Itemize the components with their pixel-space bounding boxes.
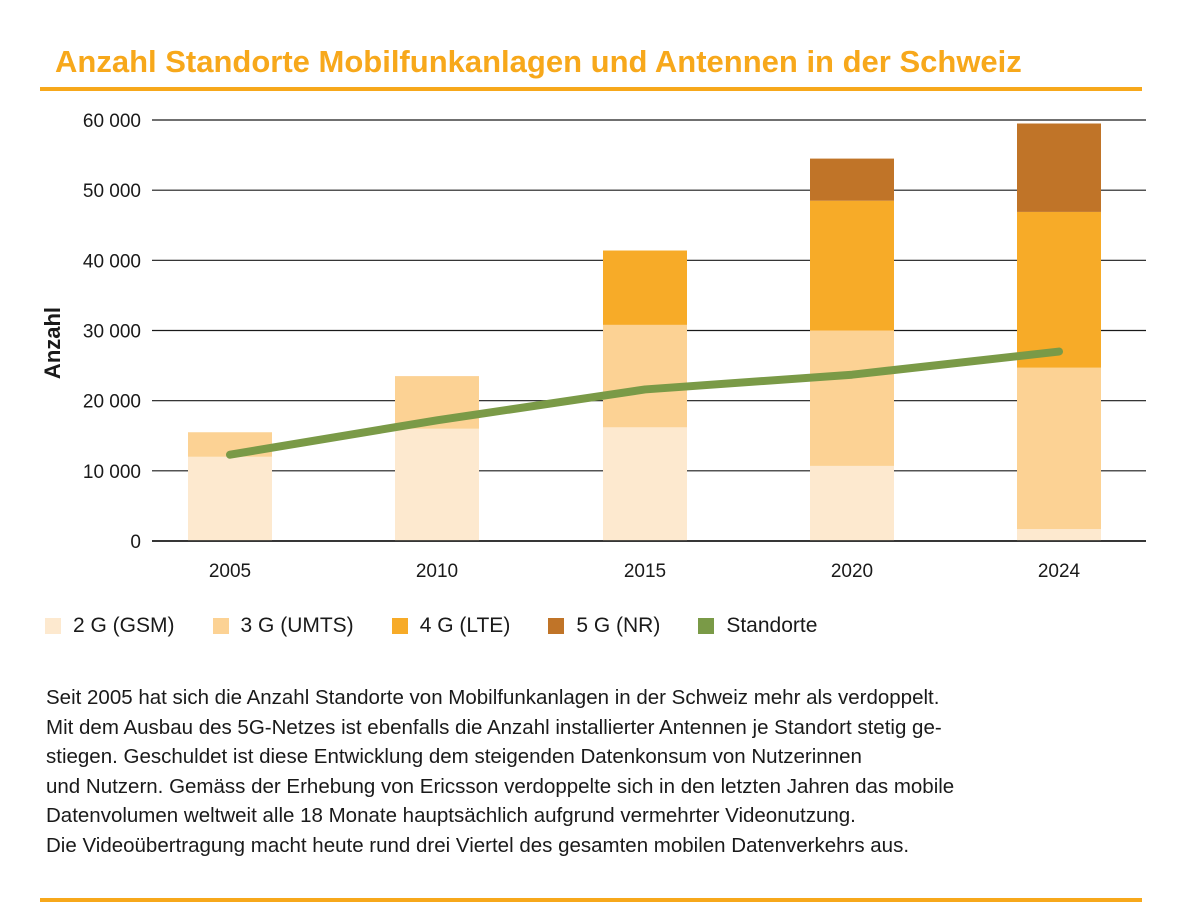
description-line: Die Videoübertragung macht heute rund dr… (46, 833, 910, 857)
y-tick-label: 10 000 (83, 462, 141, 483)
description-text: Seit 2005 hat sich die Anzahl Standorte … (46, 683, 1156, 860)
bar-segment (810, 200, 894, 331)
title-divider (40, 87, 1142, 91)
legend-swatch-gsm (45, 618, 61, 634)
bar-segment (810, 158, 894, 201)
x-tick-label: 2005 (209, 561, 251, 582)
description-line: Datenvolumen weltweit alle 18 Monate hau… (46, 804, 856, 827)
bar-segment (603, 427, 687, 541)
y-tick-label: 60 000 (83, 111, 141, 132)
bar-segment (1017, 123, 1101, 212)
description-line: Seit 2005 hat sich die Anzahl Standorte … (46, 686, 940, 709)
legend-item-umts: 3 G (UMTS) (212, 614, 354, 638)
description-line: stiegen. Geschuldet ist diese Entwicklun… (46, 745, 862, 768)
legend-item-nr: 5 G (NR) (548, 614, 660, 638)
bar-segment (810, 330, 894, 466)
chart-title: Anzahl Standorte Mobilfunkanlagen und An… (55, 44, 1022, 79)
legend-label-standorte: Standorte (726, 614, 818, 637)
legend-label-nr: 5 G (NR) (576, 614, 661, 637)
footer-divider (40, 898, 1142, 902)
x-tick-label: 2010 (416, 561, 458, 582)
stacked-bar-chart: 0 10 000 20 000 30 000 40 000 50 000 60 000 Anz… (40, 111, 1146, 582)
chart-legend: 2 G (GSM) 3 G (UMTS) 4 G (LTE) 5 G (NR) … (45, 614, 855, 638)
legend-swatch-nr (548, 618, 565, 634)
legend-label-umts: 3 G (UMTS) (240, 614, 354, 637)
y-tick-label: 50 000 (83, 181, 141, 202)
legend-swatch-lte (391, 618, 408, 634)
x-tick-label: 2015 (624, 561, 666, 582)
bar-segment (1017, 211, 1101, 368)
bar-segment (603, 324, 687, 428)
y-axis-label: Anzahl (40, 307, 65, 379)
legend-item-gsm: 2 G (GSM) (45, 614, 175, 638)
y-tick-label: 30 000 (83, 322, 141, 343)
bar-segment (1017, 529, 1101, 541)
legend-label-gsm: 2 G (GSM) (73, 614, 175, 637)
y-tick-label: 0 (130, 532, 141, 553)
legend-swatch-standorte (698, 618, 715, 634)
x-tick-label: 2020 (831, 561, 873, 582)
x-tick-label: 2024 (1038, 561, 1081, 582)
description-line: Mit dem Ausbau des 5G-Netzes ist ebenfal… (46, 715, 942, 739)
y-tick-label: 40 000 (83, 251, 141, 272)
bar-segment (1017, 367, 1101, 530)
description-line: und Nutzern. Gemäss der Erhebung von Eri… (46, 774, 955, 798)
bar-segment (603, 250, 687, 325)
legend-item-lte: 4 G (LTE) (391, 614, 511, 638)
bar-segment (395, 428, 479, 541)
y-tick-label: 20 000 (83, 392, 141, 413)
bar-segment (810, 465, 894, 541)
legend-label-lte: 4 G (LTE) (419, 614, 511, 637)
bar-segment (188, 456, 272, 541)
legend-item-standorte: Standorte (698, 614, 817, 638)
legend-swatch-umts (212, 618, 229, 634)
